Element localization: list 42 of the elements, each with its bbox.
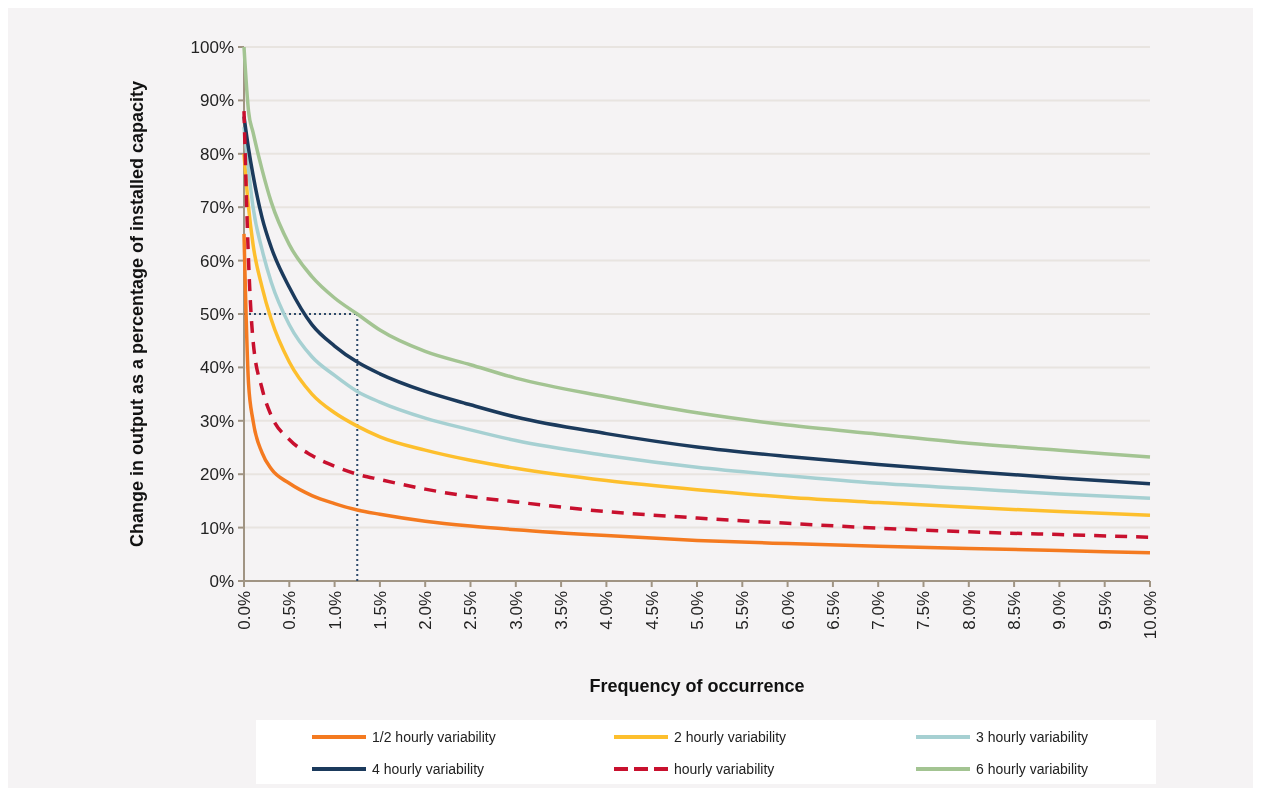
- legend-label: 3 hourly variability: [976, 728, 1089, 745]
- line-series: [242, 45, 1152, 459]
- x-tick-label: 9.0%: [1050, 591, 1070, 630]
- y-tick-label: 60%: [199, 251, 234, 271]
- y-tick-label: 10%: [199, 518, 234, 538]
- y-tick-label: 40%: [199, 358, 234, 378]
- x-tick-label: 8.0%: [959, 591, 979, 630]
- x-tick-label: 6.0%: [778, 591, 798, 630]
- y-tick-label: 30%: [199, 411, 234, 431]
- x-tick-label: 0.0%: [234, 591, 254, 630]
- x-tick-label: 4.0%: [597, 591, 617, 630]
- y-tick-label: 20%: [199, 465, 234, 485]
- y-tick-label: 50%: [199, 304, 234, 324]
- x-tick-label: 5.5%: [733, 591, 753, 630]
- x-tick-label: 3.0%: [506, 591, 526, 630]
- y-tick-label: 0%: [209, 571, 234, 591]
- x-tick-label: 5.0%: [687, 591, 707, 630]
- x-axis-title: Frequency of occurrence: [589, 676, 805, 696]
- y-tick-label: 80%: [199, 144, 234, 164]
- y-axis-title: Change in output as a percentage of installed capacity: [127, 80, 147, 548]
- line-series: [242, 232, 1152, 555]
- y-tick-label: 70%: [199, 198, 234, 218]
- legend-label: 4 hourly variability: [372, 760, 485, 777]
- legend-label: 2 hourly variability: [674, 728, 787, 745]
- x-tick-label: 1.5%: [370, 591, 390, 630]
- legend-label: hourly variability: [674, 760, 775, 777]
- x-tick-label: 9.5%: [1095, 591, 1115, 630]
- legend-label: 1/2 hourly variability: [372, 728, 496, 745]
- x-tick-label: 7.5%: [914, 591, 934, 630]
- x-tick-label: 3.5%: [552, 591, 572, 630]
- x-tick-label: 4.5%: [642, 591, 662, 630]
- x-tick-label: 1.0%: [325, 591, 345, 630]
- y-tick-label: 90%: [199, 91, 234, 111]
- x-tick-label: 6.5%: [823, 591, 843, 630]
- legend-label: 6 hourly variability: [976, 760, 1089, 777]
- x-tick-label: 8.5%: [1005, 591, 1025, 630]
- x-tick-label: 7.0%: [869, 591, 889, 630]
- x-tick-label: 2.0%: [416, 591, 436, 630]
- x-tick-label: 0.5%: [280, 591, 300, 630]
- x-tick-label: 10.0%: [1140, 591, 1160, 640]
- y-tick-label: 100%: [190, 37, 234, 57]
- x-tick-label: 2.5%: [461, 591, 481, 630]
